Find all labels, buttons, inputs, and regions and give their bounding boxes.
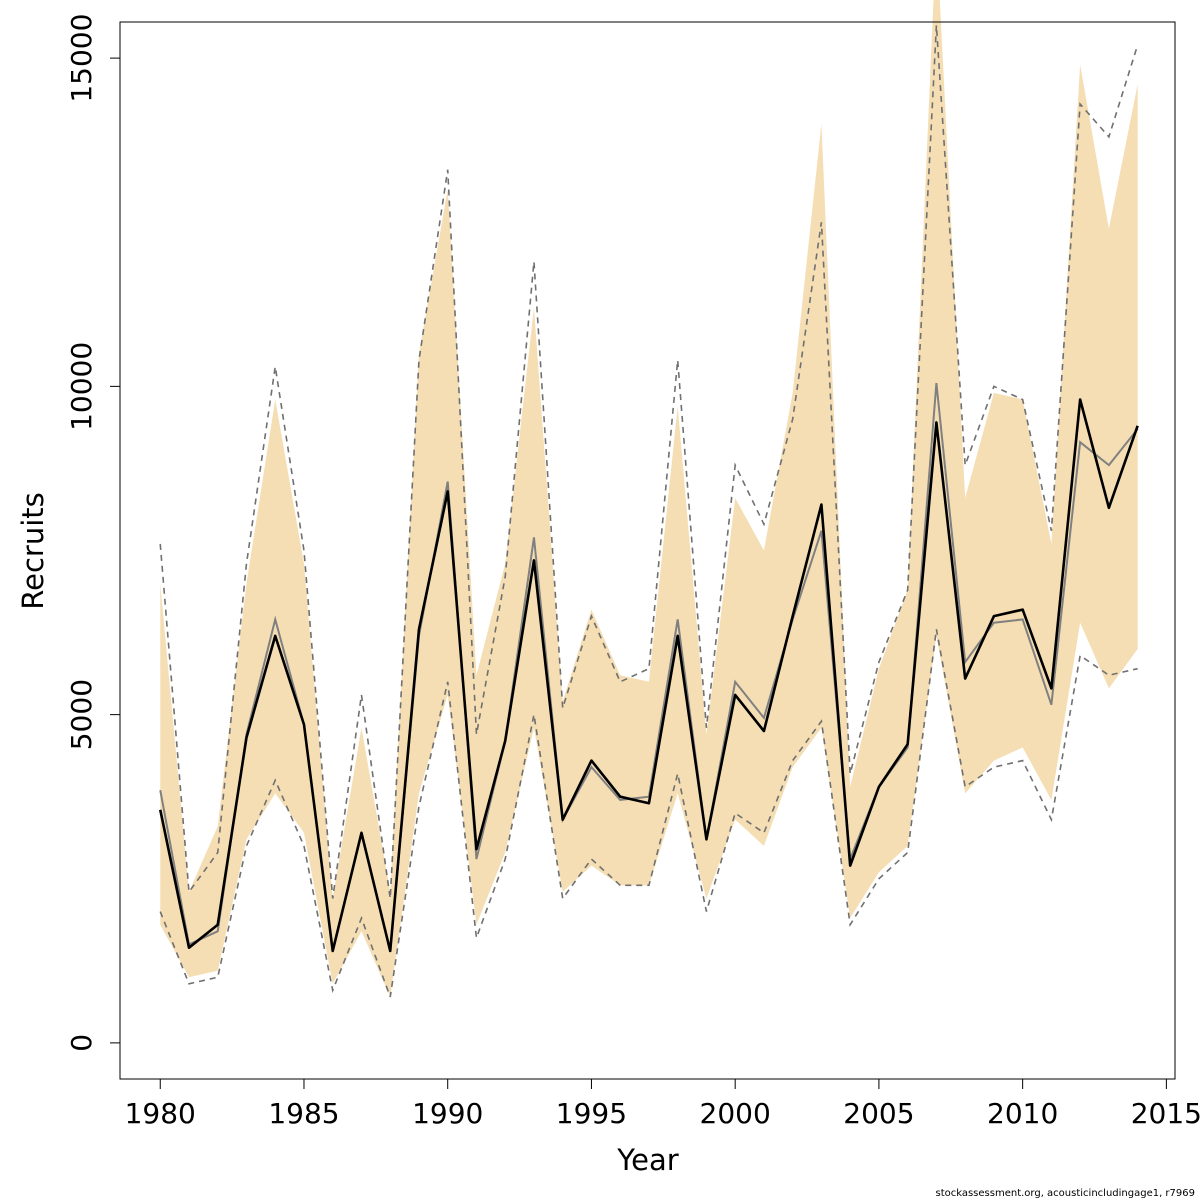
- x-tick-label: 2010: [987, 1097, 1058, 1130]
- series-lines-layer: [158, 25, 1139, 998]
- x-axis-title: Year: [616, 1143, 678, 1177]
- x-tick-label: 2015: [1131, 1097, 1200, 1130]
- x-tick-label: 1990: [412, 1097, 483, 1130]
- x-tick-label: 2005: [843, 1097, 914, 1130]
- y-tick-label: 10000: [65, 342, 98, 431]
- credit-text: stockassessment.org, acousticincludingag…: [935, 1188, 1195, 1199]
- confidence-band: [160, 0, 1138, 997]
- confidence-band-layer: [160, 0, 1138, 997]
- y-tick-label: 15000: [65, 14, 98, 103]
- y-axis-title: Recruits: [16, 492, 50, 609]
- x-tick-label: 1985: [268, 1097, 339, 1130]
- dashed-upper-line: [159, 25, 1139, 899]
- x-tick-label: 1980: [125, 1097, 196, 1130]
- black-estimate-line: [158, 398, 1139, 953]
- x-axis: 1980 1985 1990 1995 2000 2005 2010 2015: [125, 1078, 1200, 1130]
- x-tick-label: 1995: [556, 1097, 627, 1130]
- y-tick-label: 0: [65, 1034, 98, 1052]
- x-tick-label: 2000: [700, 1097, 771, 1130]
- y-axis: 0 5000 10000 15000: [65, 14, 121, 1052]
- dashed-lower-line: [159, 629, 1138, 998]
- y-tick-label: 5000: [65, 679, 98, 750]
